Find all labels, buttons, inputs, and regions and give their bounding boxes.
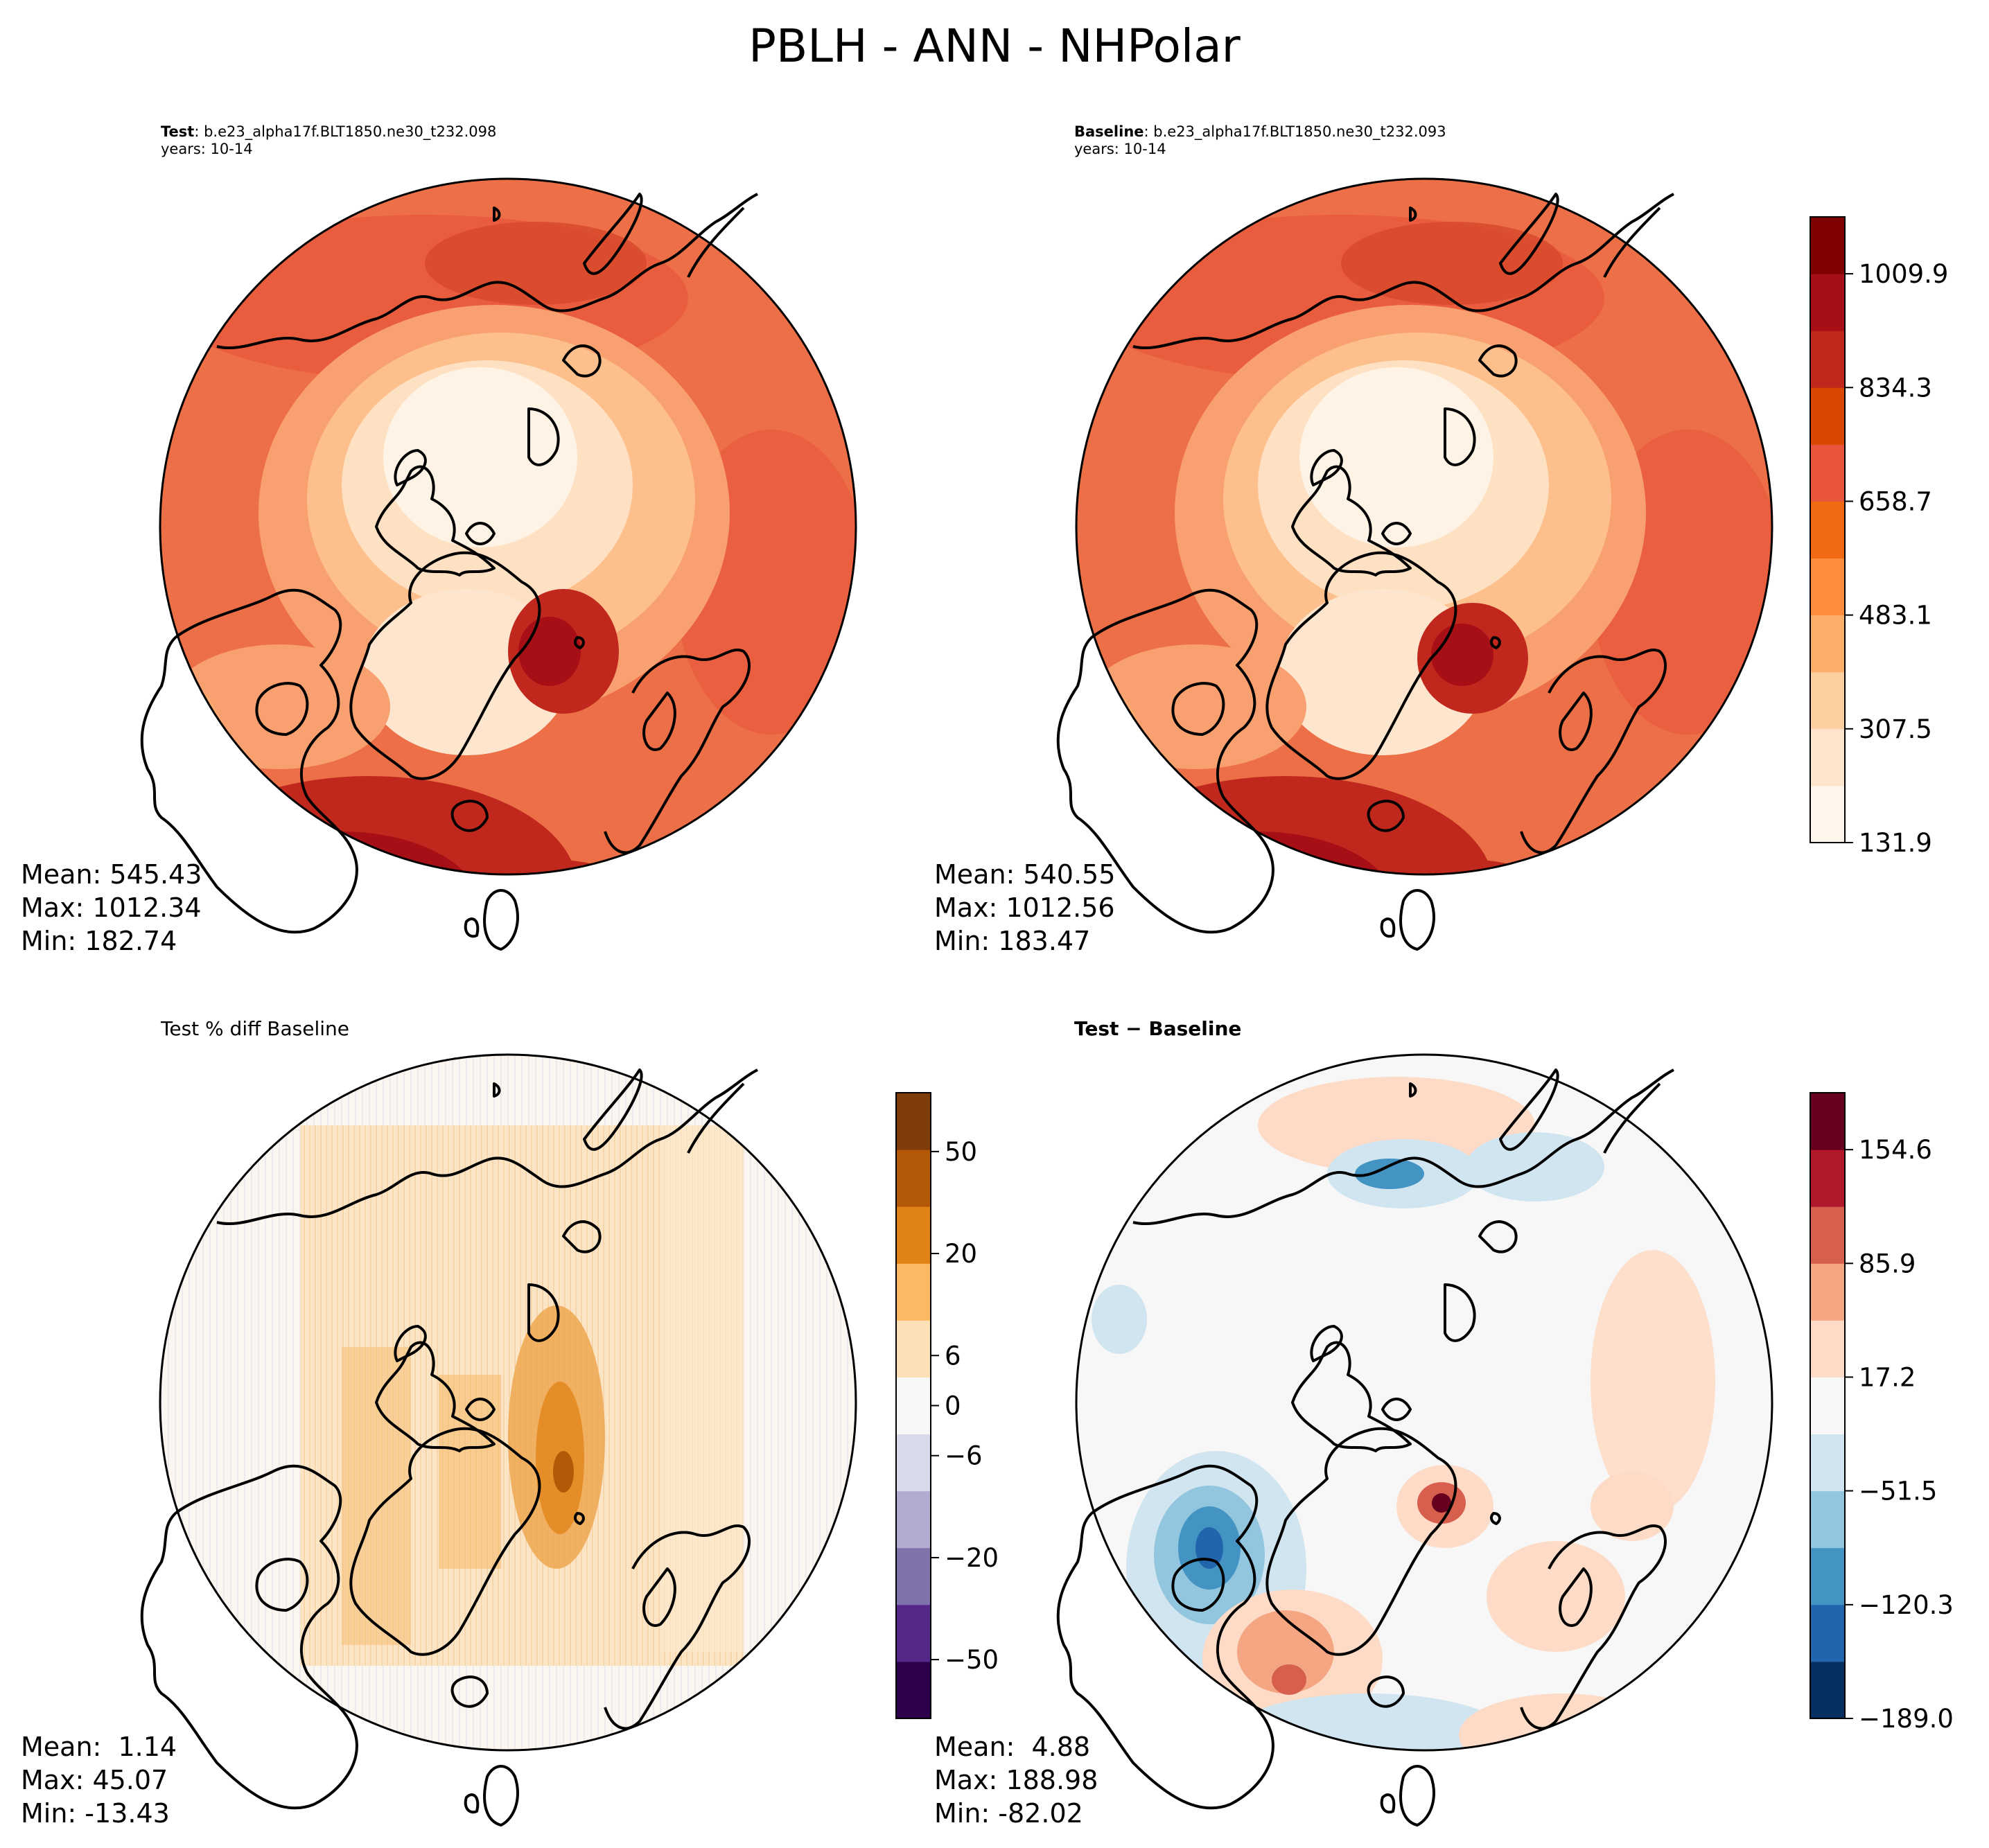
diff-mean: Mean: 4.88 (934, 1732, 1091, 1762)
baseline-max: Max: 1012.56 (934, 892, 1115, 923)
test-stats: Mean: 545.43 Max: 1012.34 Min: 182.74 (21, 858, 202, 958)
diff-colorbar-swatch (1810, 1206, 1845, 1264)
pctdiff-colorbar-swatch (896, 1320, 931, 1378)
baseline-colorbar-tick-label: 1009.9 (1859, 259, 1948, 289)
pctdiff-colorbar-swatch (896, 1150, 931, 1207)
pctdiff-colorbar-swatch (896, 1547, 931, 1605)
diff-colorbar-swatch (1810, 1434, 1845, 1492)
baseline-colorbar-frame (1810, 216, 1846, 843)
test-title: Test: b.e23_alpha17f.BLT1850.ne30_t232.0… (161, 123, 496, 158)
pctdiff-max: Max: 45.07 (21, 1765, 168, 1795)
diff-colorbar-frame (1810, 1092, 1846, 1719)
diff-colorbar-tick-label: 85.9 (1859, 1249, 1916, 1278)
pctdiff-colorbar-swatch (896, 1434, 931, 1492)
test-map (160, 179, 856, 874)
pctdiff-colorbar-swatch (896, 1604, 931, 1662)
pctdiff-stats: Mean: 1.14 Max: 45.07 Min: -13.43 (21, 1730, 177, 1830)
baseline-min: Min: 183.47 (934, 926, 1091, 956)
pctdiff-colorbar-tick-label: 0 (945, 1391, 961, 1421)
baseline-colorbar-tick-label: 834.3 (1859, 373, 1932, 403)
baseline-colorbar-swatch (1810, 558, 1845, 616)
pctdiff-colorbar-swatch (896, 1490, 931, 1549)
pctdiff-colorbar-tick-label: 20 (945, 1239, 977, 1269)
diff-title: Test − Baseline (1074, 1017, 1242, 1040)
diff-colorbar-swatch (1810, 1263, 1845, 1321)
pctdiff-colorbar-tick-label: −6 (945, 1441, 983, 1471)
diff-min: Min: -82.02 (934, 1798, 1083, 1829)
test-max: Max: 1012.34 (21, 892, 202, 923)
diff-colorbar-tick-label: 154.6 (1859, 1135, 1932, 1165)
pctdiff-title: Test % diff Baseline (161, 1017, 350, 1040)
baseline-colorbar-swatch (1810, 331, 1845, 388)
baseline-colorbar-swatch (1810, 785, 1845, 843)
baseline-map (1076, 179, 1772, 874)
diff-colorbar-swatch (1810, 1490, 1845, 1549)
baseline-colorbar-swatch (1810, 444, 1845, 502)
diff-colorbar-swatch (1810, 1320, 1845, 1378)
baseline-case: : b.e23_alpha17f.BLT1850.ne30_t232.093 (1144, 123, 1446, 140)
diff-colorbar-swatch (1810, 1150, 1845, 1207)
pctdiff-map (160, 1055, 856, 1750)
diff-colorbar-tick-label: −189.0 (1859, 1704, 1954, 1734)
baseline-colorbar-tick-label: 483.1 (1859, 601, 1932, 631)
baseline-years: years: 10-14 (1074, 141, 1166, 157)
diff-stats: Mean: 4.88 Max: 188.98 Min: -82.02 (934, 1730, 1098, 1830)
baseline-mean: Mean: 540.55 (934, 859, 1116, 890)
pctdiff-colorbar-swatch (896, 1661, 931, 1719)
pctdiff-min: Min: -13.43 (21, 1798, 170, 1829)
diff-colorbar: −189.0 −120.3 −51.5 17.2 85.9 154.6 (1810, 1092, 1954, 1734)
test-case: : b.e23_alpha17f.BLT1850.ne30_t232.098 (194, 123, 497, 140)
test-mean: Mean: 545.43 (21, 859, 202, 890)
baseline-colorbar: 131.9 307.5 483.1 658.7 834.3 1009.9 (1810, 216, 1948, 858)
baseline-label: Baseline (1074, 123, 1144, 140)
baseline-colorbar-tick-label: 658.7 (1859, 486, 1932, 516)
baseline-colorbar-tick-label: 131.9 (1859, 828, 1932, 858)
test-years: years: 10-14 (161, 141, 253, 157)
baseline-colorbar-tick-label: 307.5 (1859, 714, 1932, 744)
diff-max: Max: 188.98 (934, 1765, 1098, 1795)
diff-colorbar-swatch (1810, 1547, 1845, 1605)
figure-title: PBLH - ANN - NHPolar (748, 19, 1241, 73)
baseline-title: Baseline: b.e23_alpha17f.BLT1850.ne30_t2… (1074, 123, 1446, 158)
diff-colorbar-tick-label: 17.2 (1859, 1362, 1916, 1392)
diff-colorbar-tick-label: −120.3 (1859, 1590, 1954, 1620)
diff-colorbar-tick-label: −51.5 (1859, 1477, 1937, 1506)
pctdiff-mean: Mean: 1.14 (21, 1732, 177, 1762)
baseline-colorbar-swatch (1810, 501, 1845, 559)
pctdiff-colorbar-tick-label: 50 (945, 1137, 977, 1167)
test-min: Min: 182.74 (21, 926, 177, 956)
diff-colorbar-swatch (1810, 1377, 1845, 1435)
pctdiff-colorbar-swatch (896, 1093, 931, 1150)
pctdiff-colorbar-tick-label: 6 (945, 1341, 961, 1371)
diff-colorbar-swatch (1810, 1661, 1845, 1719)
diff-map (1076, 1055, 1772, 1750)
pctdiff-colorbar: −50 −20 −6 0 6 20 50 (895, 1092, 999, 1719)
baseline-colorbar-swatch (1810, 217, 1845, 274)
baseline-colorbar-swatch (1810, 274, 1845, 331)
pctdiff-colorbar-swatch (896, 1206, 931, 1264)
pctdiff-colorbar-tick-label: −20 (945, 1543, 999, 1573)
baseline-colorbar-swatch (1810, 387, 1845, 445)
baseline-colorbar-swatch (1810, 671, 1845, 730)
pctdiff-colorbar-swatch (896, 1263, 931, 1321)
diff-colorbar-swatch (1810, 1604, 1845, 1662)
test-label: Test (161, 123, 195, 140)
baseline-colorbar-swatch (1810, 728, 1845, 786)
baseline-stats: Mean: 540.55 Max: 1012.56 Min: 183.47 (934, 858, 1115, 958)
baseline-colorbar-swatch (1810, 615, 1845, 673)
pctdiff-colorbar-tick-label: −50 (945, 1645, 999, 1675)
diff-colorbar-swatch (1810, 1093, 1845, 1150)
pctdiff-colorbar-swatch (896, 1377, 931, 1435)
